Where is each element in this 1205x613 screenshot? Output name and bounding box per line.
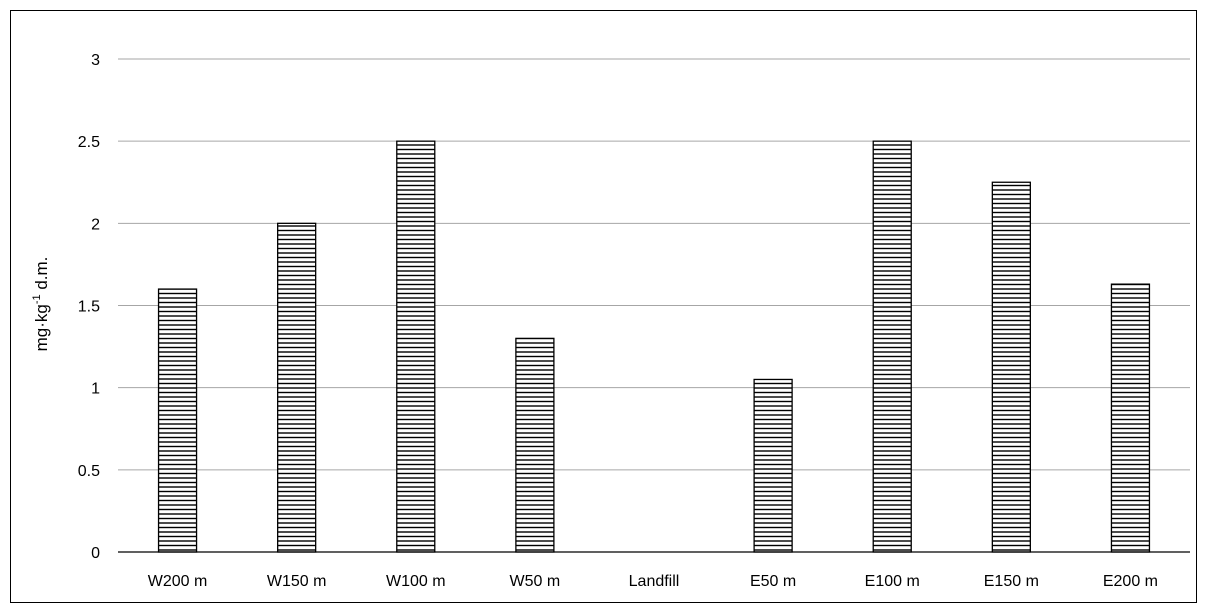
bar	[1110, 283, 1151, 553]
y-tick-label: 0	[91, 545, 100, 562]
x-tick-label: W150 m	[267, 573, 327, 590]
x-tick-label: W200 m	[148, 573, 208, 590]
x-tick-label: E200 m	[1103, 573, 1158, 590]
y-tick-label: 2	[91, 216, 100, 233]
y-tick-label: 0.5	[78, 463, 100, 480]
x-tick-label: W50 m	[510, 573, 561, 590]
bars	[157, 140, 1151, 553]
y-tick-label: 1.5	[78, 299, 100, 316]
bar	[157, 288, 198, 553]
y-axis-label: mg·kg-1 d.m.	[31, 257, 51, 352]
bar	[872, 140, 912, 553]
y-tick-label: 1	[91, 381, 100, 398]
bar	[753, 378, 793, 553]
bar	[277, 222, 317, 553]
bar	[991, 181, 1031, 553]
x-tick-label: E50 m	[750, 573, 796, 590]
bar	[396, 140, 436, 553]
bar	[515, 337, 555, 553]
x-tick-label: E150 m	[984, 573, 1039, 590]
x-tick-label: Landfill	[629, 573, 680, 590]
x-tick-labels: W200 m W150 m W100 m W50 m Landfill E50 m E100…	[148, 573, 1158, 590]
y-axis-label-prefix: mg·kg	[32, 304, 51, 351]
y-axis-label-superscript: -1	[31, 294, 43, 304]
x-tick-label: W100 m	[386, 573, 446, 590]
y-tick-label: 2.5	[78, 134, 100, 151]
x-tick-label: E100 m	[865, 573, 920, 590]
y-tick-label: 3	[91, 52, 100, 69]
y-axis-label-suffix: d.m.	[32, 257, 51, 295]
y-tick-labels: 0 0.5 1 1.5 2 2.5 3	[78, 52, 100, 562]
